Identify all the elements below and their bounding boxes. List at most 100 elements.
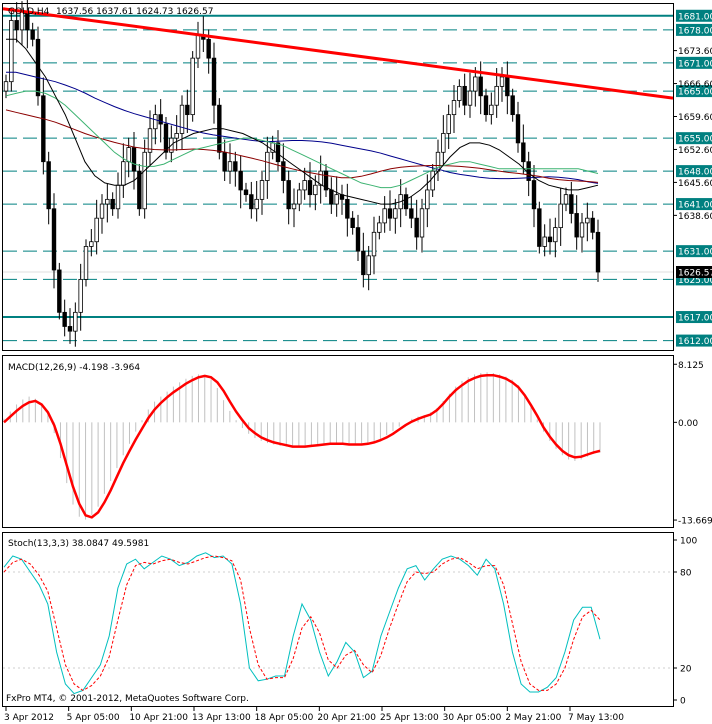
bull-candle [89,241,94,247]
bull-candle [227,161,233,172]
level-tag-text: 1617.00 [678,314,712,324]
bear-candle [537,208,542,247]
bear-candle [243,189,249,196]
macd-axis: 8.125 0.00 -13.669 [673,361,712,527]
bull-candle [558,203,563,229]
bear-candle [286,180,291,210]
bear-candle [547,236,553,243]
bear-candle [409,208,414,219]
bull-candle [499,76,505,87]
bull-candle [393,208,398,219]
chart-title: GOLD,H4 [8,7,50,17]
bull-candle [153,114,158,130]
bear-candle [515,114,521,144]
macd-label: MACD(12,26,9) -4.198 -3.964 [8,363,140,373]
level-tag-text: 1665.00 [678,88,712,98]
time-tick-label: 18 Apr 05:00 [255,713,314,723]
bull-candle [371,231,377,257]
bear-candle [238,170,243,191]
sma_green-line [5,90,599,189]
time-tick-label: 3 Apr 2012 [4,713,54,723]
bull-candle [467,90,473,106]
bull-candle [494,85,499,106]
bull-candle [73,311,78,332]
price-axis: 1681.00 1678.00 1671.00 1665.00 1655.00 1648.… [673,9,712,347]
price-tick-label: 1666.60 [678,80,712,90]
stoch-main-line [3,552,601,695]
bull-candle [78,278,83,313]
bear-candle [51,208,57,271]
level-tag-bg [676,9,712,22]
bear-candle [110,198,115,210]
bull-candle [473,76,478,92]
bear-candle [131,147,137,172]
bull-candle [366,255,371,276]
time-tick-label: 10 Apr 21:00 [129,713,188,723]
stoch-tick-label: 20 [680,665,692,675]
bear-candle [281,161,286,181]
stoch-signal-line [3,555,601,691]
level-tag-text: 1612.00 [678,337,712,347]
bear-candle [211,57,217,106]
level-tag-1648: 1648.00 [676,165,712,178]
bull-candle [313,184,318,196]
level-tag-1678: 1678.00 [676,23,712,36]
bull-candle [430,170,435,191]
ohlc-readout: 1637.56 1637.61 1624.73 1626.57 [56,7,213,17]
bear-candle [403,194,409,210]
level-tag-bg [676,165,712,178]
bull-candle [195,34,201,59]
bear-candle [350,217,355,229]
bear-candle [478,76,483,97]
macd-pane: MACD(12,26,9) -4.198 -3.964 8.125 0.00 -13… [2,355,712,528]
trendline-layer [2,7,674,100]
bear-candle [62,311,67,327]
bear-candle [185,104,190,116]
level-tag-1665: 1665.00 [676,85,712,98]
sma_blue-line [6,71,599,184]
bull-candle [451,100,457,116]
last-price-bg [676,265,712,278]
bull-candle [265,151,270,181]
bull-candle [254,198,259,210]
time-axis: 3 Apr 2012 5 Apr 05:00 10 Apr 21:00 13 Apr … [4,707,624,723]
bull-candle [585,217,590,224]
last-price-text: 1626.57 [678,268,712,278]
bear-candle [307,180,313,196]
bear-candle [569,194,574,214]
time-tick-label: 5 Apr 05:00 [67,713,120,723]
level-tag-bg [676,132,712,145]
level-tag-1681: 1681.00 [676,9,712,22]
bear-candle [163,123,169,153]
bear-candle [345,198,350,219]
bear-candle [137,170,142,210]
time-tick-label: 20 Apr 21:00 [317,713,376,723]
bear-candle [233,161,238,172]
bear-candle [158,114,163,125]
moving-averages [5,38,599,205]
bear-candle [505,76,510,97]
macd-signal-line [3,373,601,519]
stochastic-pane: Stoch(13,3,3) 38.0847 49.5981 100 80 20 0 F… [2,532,697,707]
level-tag-text: 1671.00 [678,59,712,69]
bull-candle [291,203,297,210]
macd-tick-label: 0.00 [678,419,698,429]
bull-candle [147,128,153,153]
bear-candle [595,231,601,273]
bollinger_mid-line [6,38,599,205]
bear-candle [361,250,366,276]
level-tag-text: 1678.00 [678,26,712,36]
bull-candle [126,147,131,163]
bear-candle [510,95,515,116]
price-pane: GOLD,H4 1637.56 1637.61 1624.73 1626.57 … [2,0,712,351]
bull-candle [174,133,179,139]
time-tick-label: 13 Apr 13:00 [192,713,251,723]
bull-candle [441,133,446,153]
level-tag-1655: 1655.00 [676,132,712,145]
copyright-text: FxPro MT4, © 2001-2012, MetaQuotes Softw… [6,694,249,704]
bear-candle [222,151,227,172]
bear-candle [46,161,51,210]
level-tag-1641: 1641.00 [676,198,712,211]
level-tag-text: 1655.00 [678,135,712,145]
